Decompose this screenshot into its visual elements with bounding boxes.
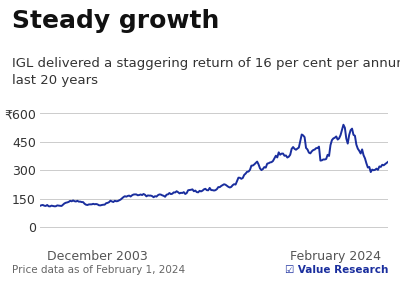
Text: December 2003: December 2003 (47, 250, 148, 263)
Text: Steady growth: Steady growth (12, 9, 219, 33)
Text: Price data as of February 1, 2024: Price data as of February 1, 2024 (12, 265, 185, 275)
Text: February 2024: February 2024 (290, 250, 381, 263)
Text: ☑ Value Research: ☑ Value Research (285, 265, 388, 275)
Text: IGL delivered a staggering return of 16 per cent per annum for the
last 20 years: IGL delivered a staggering return of 16 … (12, 57, 400, 87)
